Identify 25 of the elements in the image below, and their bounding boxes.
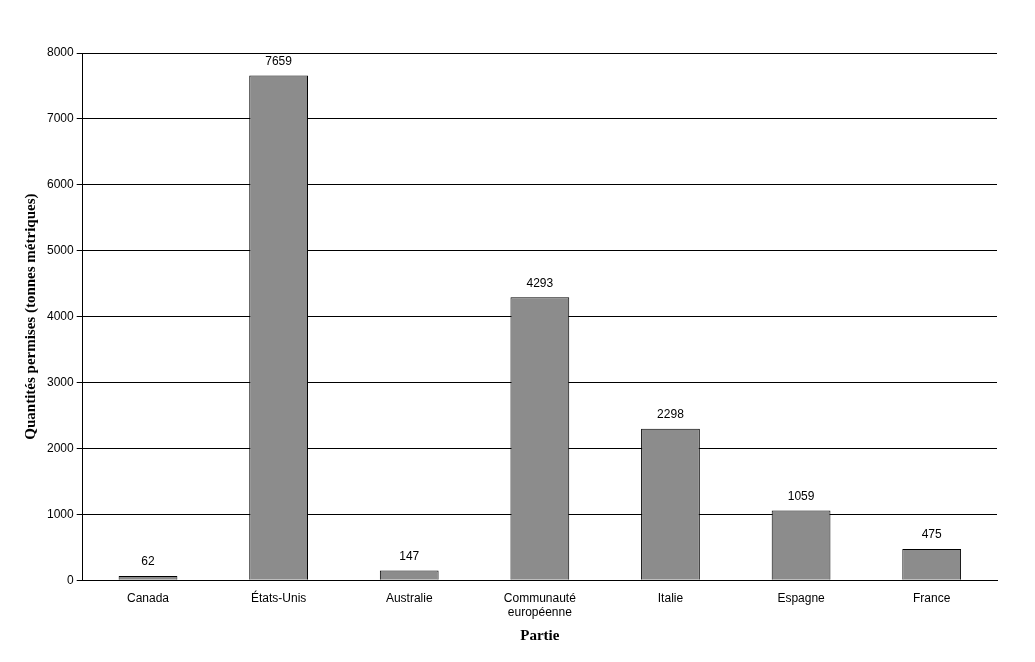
y-tick-label: 5000 <box>46 243 75 258</box>
y-tick-label: 3000 <box>46 374 75 389</box>
y-tick-label: 6000 <box>46 177 75 192</box>
data-label: 147 <box>399 548 420 563</box>
data-label: 62 <box>141 554 155 569</box>
y-tick-label: 2000 <box>46 440 75 455</box>
y-tick-label: 8000 <box>46 45 75 60</box>
x-tick-label: France <box>913 590 951 605</box>
x-tick-label: États-Unis <box>250 589 307 605</box>
y-axis-title: Quantités permises (tonnes métriques) <box>21 193 39 440</box>
data-label: 2298 <box>657 407 685 422</box>
data-label: 1059 <box>787 488 815 503</box>
y-tick-label: 7000 <box>46 111 75 126</box>
x-tick-label: Italie <box>657 590 684 605</box>
x-tick-label: Espagne <box>777 590 826 605</box>
x-axis-title: Partie <box>520 626 560 643</box>
y-tick-label: 4000 <box>46 308 75 323</box>
x-tick-label: Communauté européenne <box>503 590 577 620</box>
y-tick-label: 1000 <box>46 506 75 521</box>
y-tick-label: 0 <box>67 572 75 587</box>
data-label: 4293 <box>526 275 554 290</box>
data-label: 7659 <box>265 53 293 68</box>
x-tick-label: Australie <box>385 590 433 605</box>
data-label: 475 <box>921 527 943 542</box>
x-tick-label: Canada <box>126 590 170 605</box>
